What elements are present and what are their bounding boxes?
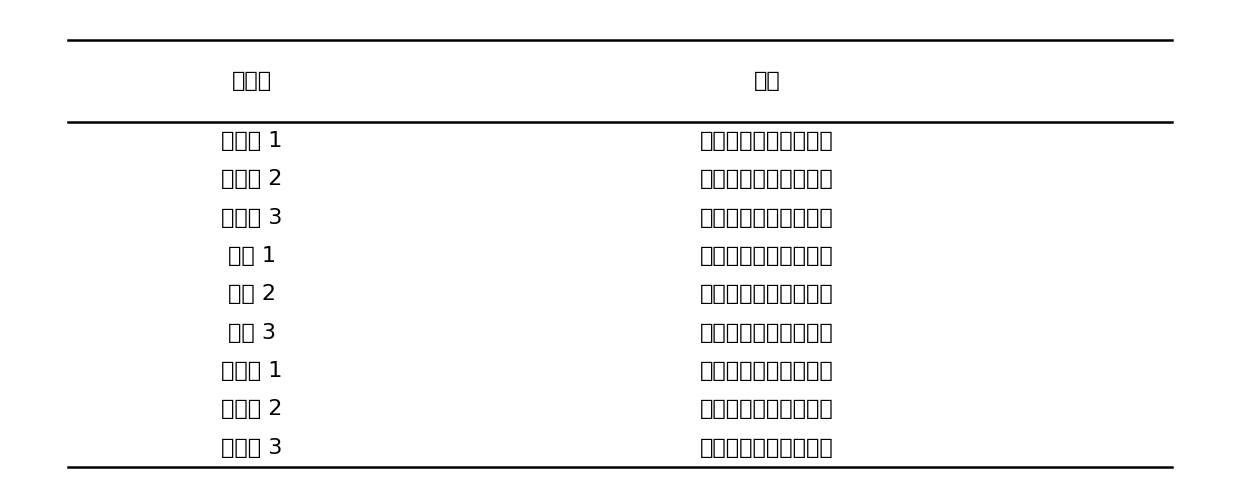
Text: 草莓汁 1: 草莓汁 1 [222,131,283,151]
Text: 草莓汁 3: 草莓汁 3 [222,208,283,228]
Text: 购买于湖南省当地集市: 购买于湖南省当地集市 [701,170,835,189]
Text: 来源: 来源 [754,71,780,91]
Text: 柑橘汁 3: 柑橘汁 3 [222,438,283,458]
Text: 购买于安徽省当地集市: 购买于安徽省当地集市 [701,131,835,151]
Text: 购买于湖南省当地集市: 购买于湖南省当地集市 [701,284,835,304]
Text: 购买于安徽省当地集市: 购买于安徽省当地集市 [701,361,835,381]
Text: 果蔬汁: 果蔬汁 [232,71,273,91]
Text: 梨汁 3: 梨汁 3 [228,323,277,343]
Text: 购买于江西省当地集市: 购买于江西省当地集市 [701,323,835,343]
Text: 购买于安徽省当地集市: 购买于安徽省当地集市 [701,246,835,266]
Text: 购买于江西省当地集市: 购买于江西省当地集市 [701,438,835,458]
Text: 柑橘汁 2: 柑橘汁 2 [222,399,283,420]
Text: 梨汁 2: 梨汁 2 [228,284,277,304]
Text: 草莓汁 2: 草莓汁 2 [222,170,283,189]
Text: 购买于湖南省当地集市: 购买于湖南省当地集市 [701,399,835,420]
Text: 梨汁 1: 梨汁 1 [228,246,277,266]
Text: 购买于江西省当地集市: 购买于江西省当地集市 [701,208,835,228]
Text: 柑橘汁 1: 柑橘汁 1 [222,361,283,381]
